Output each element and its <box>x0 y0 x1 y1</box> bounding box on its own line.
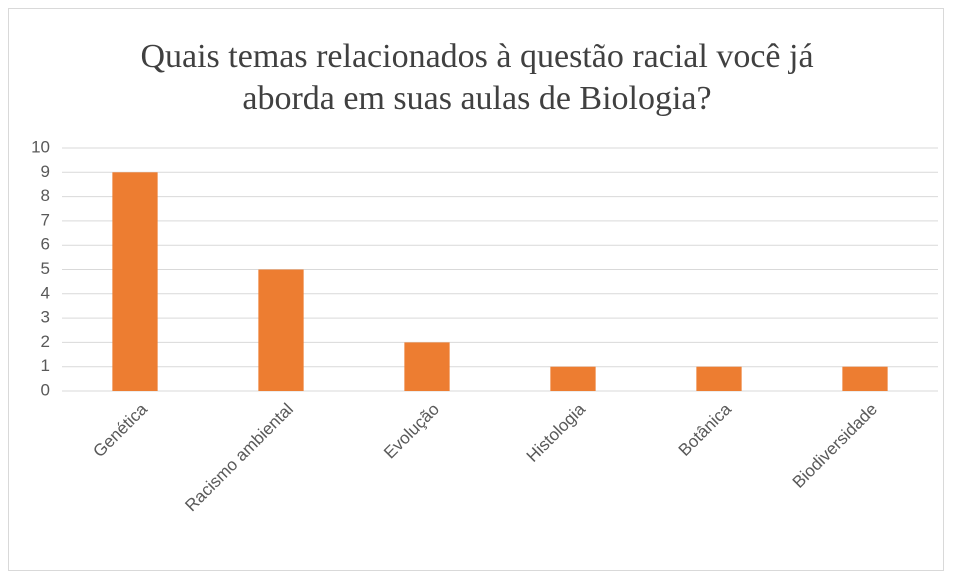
y-tick-label: 10 <box>31 137 50 156</box>
y-tick-label: 3 <box>41 308 50 327</box>
bar <box>550 366 596 391</box>
bar <box>696 366 742 391</box>
y-tick-label: 9 <box>41 162 50 181</box>
chart-frame <box>8 8 944 571</box>
y-tick-label: 4 <box>41 283 50 302</box>
y-tick-label: 1 <box>41 356 50 375</box>
y-tick-label: 2 <box>41 332 50 351</box>
y-tick-label: 8 <box>41 186 50 205</box>
y-tick-label: 6 <box>41 235 50 254</box>
y-tick-label: 5 <box>41 259 50 278</box>
y-tick-label: 7 <box>41 210 50 229</box>
x-tick-label: Racismo ambiental <box>181 400 297 516</box>
chart-title: Quais temas relacionados à questão racia… <box>140 38 814 117</box>
y-tick-label: 0 <box>41 380 50 399</box>
x-tick-label: Genética <box>89 399 151 461</box>
bar <box>842 366 888 391</box>
x-tick-label: Botânica <box>675 399 736 460</box>
x-tick-label: Evolução <box>380 400 443 463</box>
x-tick-label: Biodiversidade <box>789 400 881 492</box>
x-tick-label: Histologia <box>523 399 590 466</box>
bar <box>404 342 450 391</box>
bar <box>112 172 158 391</box>
bar <box>258 269 304 391</box>
